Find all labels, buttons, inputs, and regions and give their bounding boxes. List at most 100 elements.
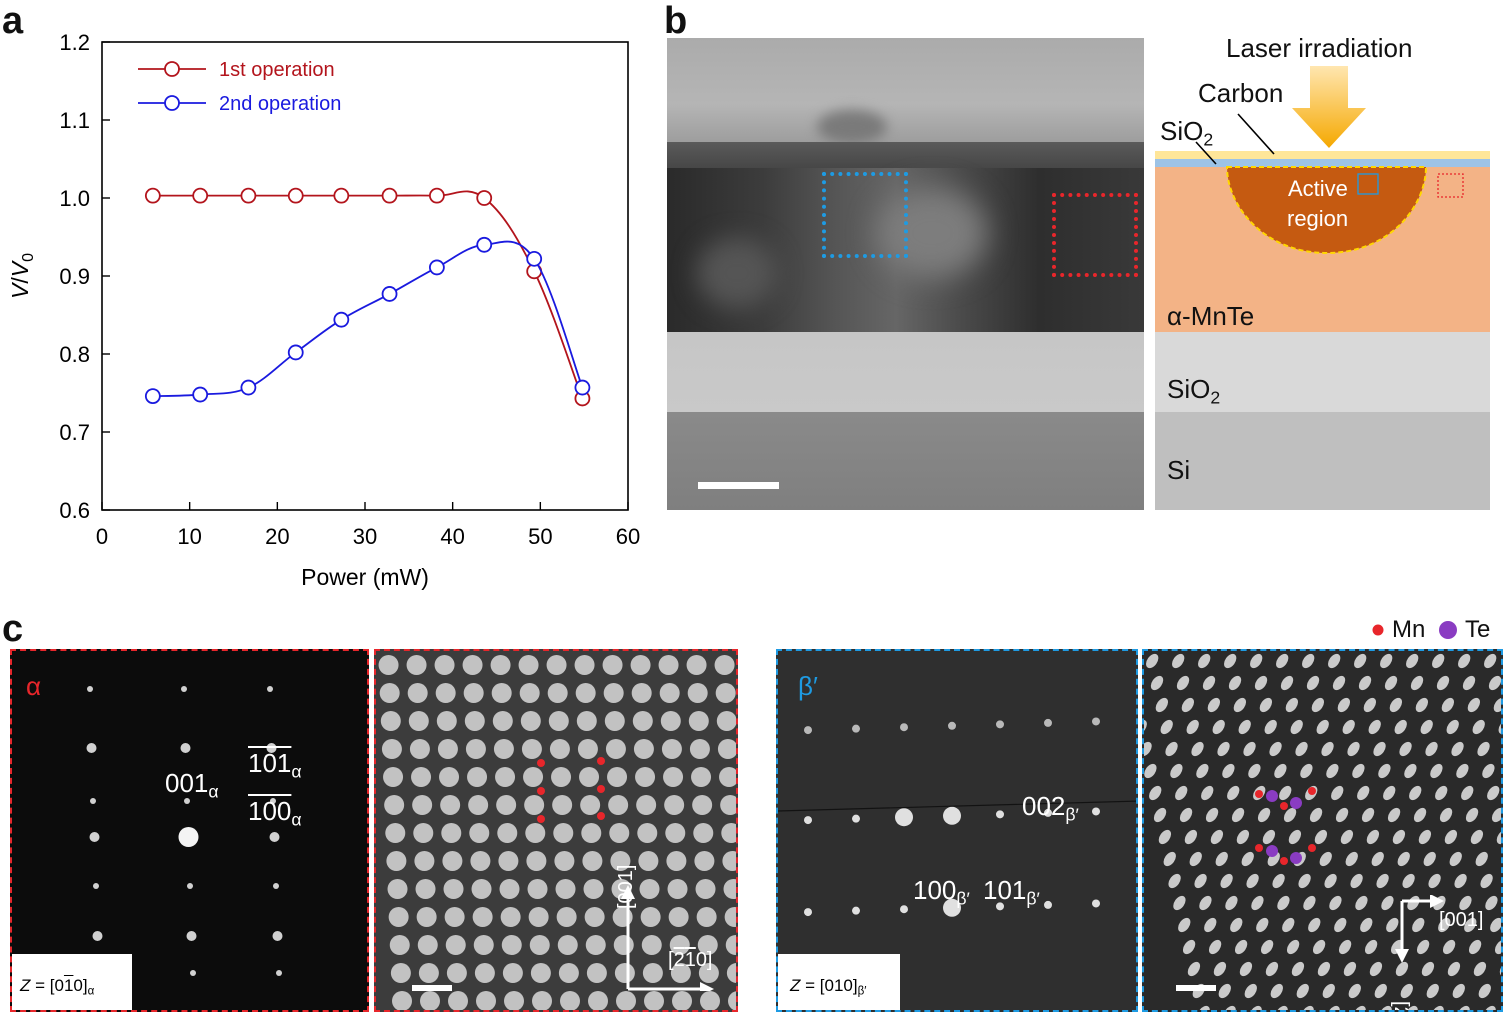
roi-box-blue — [822, 172, 908, 258]
lattice-atom — [408, 711, 429, 731]
lattice-atom — [1238, 719, 1251, 735]
lattice-atom — [1355, 895, 1368, 911]
spot-100-alpha: 100α — [248, 796, 302, 830]
lattice-atom — [642, 963, 663, 983]
lattice-atom — [1225, 895, 1238, 911]
lattice-atom — [1274, 763, 1287, 779]
lattice-atom — [1256, 917, 1269, 933]
lattice-atom — [1144, 763, 1157, 779]
lattice-atom — [726, 963, 736, 983]
lattice-atom — [719, 767, 736, 787]
lattice-atom — [1496, 829, 1501, 845]
lattice-atom — [1254, 675, 1268, 691]
si-label: Si — [1167, 455, 1191, 485]
spot-100-beta: 100β′ — [913, 875, 970, 909]
lattice-atom — [1334, 917, 1347, 933]
lattice-atom — [521, 739, 542, 759]
lattice-atom — [1407, 895, 1420, 911]
lattice-atom — [630, 655, 651, 675]
lattice-atom — [417, 935, 438, 955]
lattice-atom — [1230, 917, 1243, 933]
lattice-atom — [1189, 851, 1202, 867]
lattice-atom — [1220, 873, 1233, 889]
lattice-atom — [637, 823, 658, 843]
lattice-atom — [1488, 675, 1501, 691]
lattice-atom — [546, 655, 567, 675]
lattice-atom — [1331, 785, 1344, 801]
active-region-shape — [1225, 166, 1428, 255]
lattice-atom — [1350, 873, 1363, 889]
lattice-atom — [607, 767, 628, 787]
diffraction-spot — [269, 832, 280, 842]
lattice-atom — [1259, 697, 1273, 713]
diffraction-spot — [804, 816, 812, 825]
lattice-atom — [633, 739, 654, 759]
lattice-atom — [416, 907, 437, 927]
lattice-atom — [1343, 961, 1357, 977]
lattice-atom — [723, 879, 736, 899]
lattice-atom — [639, 879, 660, 899]
lattice-atom — [1184, 829, 1198, 845]
lattice-atom — [631, 683, 652, 703]
lattice-atom — [1201, 785, 1214, 801]
lattice-atom — [1451, 741, 1464, 757]
lattice-atom — [557, 935, 578, 955]
lattice-atom — [1423, 851, 1436, 867]
beta-direction-210: [210] — [1389, 1001, 1412, 1010]
y-tick-label: 0.7 — [59, 420, 90, 445]
lattice-atom — [1324, 873, 1337, 889]
lattice-atom — [1198, 653, 1211, 669]
lattice-atom — [529, 935, 550, 955]
beta-hrstem-image: [001] [210] — [1142, 649, 1503, 1012]
lattice-atom — [588, 991, 608, 1010]
mn-atom-marker — [597, 785, 605, 793]
diffraction-spot — [190, 970, 196, 976]
diffraction-spot — [804, 908, 812, 917]
diffraction-spot — [852, 906, 860, 915]
lattice-atom — [1439, 807, 1453, 823]
diffraction-spot — [181, 686, 187, 692]
lattice-atom — [1286, 939, 1300, 955]
lattice-atom — [1368, 719, 1381, 735]
x-axis-label: Power (mW) — [301, 564, 429, 590]
te-atom-marker — [1290, 797, 1302, 809]
lattice-atom — [1352, 763, 1365, 779]
alpha-scale-bar — [412, 985, 452, 991]
lattice-atom — [669, 935, 690, 955]
data-point-series-2 — [476, 236, 493, 253]
data-point-series-2 — [144, 388, 161, 405]
data-point-series-2 — [287, 344, 304, 361]
lattice-atom — [581, 823, 602, 843]
lattice-atom — [1241, 851, 1254, 867]
lattice-atom — [443, 879, 464, 899]
beta-zone-axis-box — [778, 954, 900, 1010]
lattice-atom — [635, 767, 656, 787]
mn-atom-marker — [1308, 844, 1316, 852]
active-region-box-blue — [1357, 173, 1379, 195]
lattice-atom — [406, 655, 427, 675]
spot-001-alpha: 001α — [165, 768, 219, 802]
alpha-direction-210: [210] — [668, 949, 713, 971]
lattice-atom — [387, 879, 408, 899]
lattice-atom — [1381, 895, 1394, 911]
lattice-atom — [1432, 653, 1445, 669]
lattice-atom — [1472, 719, 1485, 735]
diffraction-spot — [184, 798, 190, 804]
series-line-2 — [152, 240, 584, 398]
lattice-atom — [407, 683, 428, 703]
te-atom-marker — [1290, 852, 1302, 864]
lattice-atom — [1322, 983, 1335, 999]
carbon-layer — [1155, 151, 1490, 159]
lattice-atom — [1470, 829, 1484, 845]
data-point-series-1 — [192, 187, 209, 204]
series-line-1 — [152, 190, 584, 399]
lattice-atom — [725, 935, 736, 955]
lattice-atom — [448, 991, 468, 1010]
lattice-atom — [381, 739, 402, 759]
mn-atom-marker — [1280, 857, 1288, 865]
lattice-atom — [1464, 917, 1477, 933]
lattice-atom — [1502, 982, 1503, 1001]
lattice-atom — [575, 683, 596, 703]
lattice-atom — [610, 851, 631, 871]
lattice-atom — [663, 767, 684, 787]
